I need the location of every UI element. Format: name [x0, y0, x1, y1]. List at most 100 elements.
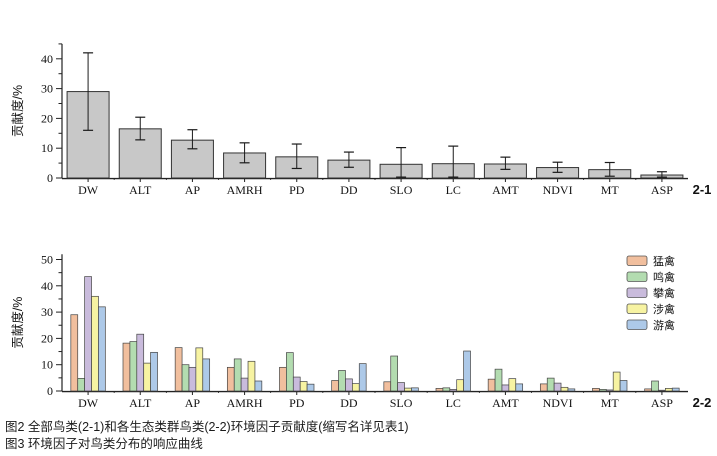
bar-ASP-涉禽 — [665, 388, 673, 392]
x-tick-label: DW — [78, 183, 99, 197]
bar-AP-攀禽 — [188, 366, 197, 392]
panel-2-1-chart: 0 10 20 30 40 DW ALT AP AMRH PD DD SLO LC AMT NDVI MT AS… — [10, 43, 712, 197]
y-tick-label: 40 — [41, 279, 53, 293]
x-tick-label: MT — [601, 396, 620, 410]
y-axis-title: 贡献度/% — [10, 297, 25, 349]
x-tick-label: AMRH — [227, 183, 263, 197]
y-axis-title: 贡献度/% — [10, 85, 25, 137]
x-tick-label: PD — [289, 183, 305, 197]
bar-AMT-鸣禽 — [494, 368, 503, 392]
panel-label: 2-2 — [693, 395, 712, 410]
caption-figure-2: 图2 全部鸟类(2-1)和各生态类群鸟类(2-2)环境因子贡献度(缩写名详见表1… — [5, 420, 409, 434]
bar-MT-猛禽 — [592, 388, 600, 392]
bar-MT-涉禽 — [612, 371, 621, 392]
y-tick-label: 20 — [41, 111, 53, 125]
bar-ALT-鸣禽 — [129, 341, 138, 392]
bar-ASP-攀禽 — [658, 389, 666, 392]
legend-label-攀禽: 攀禽 — [653, 286, 675, 300]
bar-AMRH-涉禽 — [247, 360, 256, 392]
legend-label-鸣禽: 鸣禽 — [653, 270, 675, 284]
panel-2-2-chart: 0 10 20 30 40 50 DW ALT AP AMRH PD DD SLO LC AMT NDVI MT… — [10, 253, 712, 411]
bar-SLO-攀禽 — [397, 382, 405, 392]
bar-AMT-猛禽 — [487, 378, 496, 392]
legend-label-涉禽: 涉禽 — [653, 302, 675, 316]
x-tick-label: DW — [78, 396, 99, 410]
bar-SLO-猛禽 — [383, 381, 392, 392]
y-tick-label: 0 — [47, 171, 53, 185]
panel-label: 2-1 — [693, 182, 712, 197]
bar-AMT-游禽 — [515, 383, 524, 392]
bar-ASP-游禽 — [671, 387, 680, 392]
legend-swatch-攀禽 — [626, 287, 648, 298]
x-tick-label: AP — [185, 183, 201, 197]
bar-DW-游禽 — [98, 306, 106, 392]
bar-NDVI-游禽 — [567, 388, 576, 392]
caption-figure-3: 图3 环境因子对鸟类分布的响应曲线 — [5, 437, 203, 451]
legend-label-猛禽: 猛禽 — [653, 254, 675, 268]
bar-LC-猛禽 — [435, 388, 444, 392]
y-tick-label: 30 — [41, 305, 53, 319]
legend-swatch-鸣禽 — [626, 271, 648, 282]
bar-DD-攀禽 — [345, 378, 353, 392]
x-tick-label: LC — [446, 183, 461, 197]
bar-MT-游禽 — [619, 380, 628, 392]
figure-captions: 图2 全部鸟类(2-1)和各生态类群鸟类(2-2)环境因子贡献度(缩写名详见表1… — [5, 420, 712, 454]
bar-DD-涉禽 — [352, 383, 360, 392]
bar-ALT-游禽 — [150, 351, 158, 392]
bar-AP-鸣禽 — [181, 364, 190, 392]
x-tick-label: AMT — [492, 396, 519, 410]
x-tick-label: ASP — [651, 183, 673, 197]
bar-MT-鸣禽 — [599, 389, 607, 392]
bar-ASP-鸣禽 — [651, 380, 659, 392]
x-tick-label: ASP — [651, 396, 673, 410]
bar-NDVI-鸣禽 — [546, 377, 555, 392]
x-tick-label: LC — [446, 396, 461, 410]
y-tick-label: 40 — [41, 52, 53, 66]
x-tick-label: DD — [340, 183, 358, 197]
bar-SLO-鸣禽 — [390, 355, 398, 392]
x-tick-label: AMT — [492, 183, 519, 197]
bar-PD-攀禽 — [292, 376, 301, 392]
x-tick-label: SLO — [390, 396, 413, 410]
legend-swatch-猛禽 — [626, 255, 648, 266]
bar-AMT-涉禽 — [508, 378, 517, 392]
x-tick-label: NDVI — [543, 396, 573, 410]
x-tick-label: PD — [289, 396, 305, 410]
x-tick-label: AP — [185, 396, 201, 410]
bar-NDVI-猛禽 — [539, 383, 548, 392]
x-tick-label: SLO — [390, 183, 413, 197]
bar-NDVI-攀禽 — [553, 382, 562, 392]
bar-LC-涉禽 — [456, 379, 464, 392]
bar-PD-游禽 — [306, 383, 315, 392]
bar-AMT-攀禽 — [501, 384, 510, 392]
legend-swatch-涉禽 — [626, 303, 648, 314]
bar-AP-游禽 — [202, 358, 211, 392]
bar-LC-鸣禽 — [442, 387, 451, 392]
bar-DW-猛禽 — [70, 314, 79, 392]
bar-AP-猛禽 — [174, 347, 183, 392]
y-tick-label: 20 — [41, 331, 53, 345]
bar-LC-攀禽 — [449, 389, 458, 392]
bar-PD-鸣禽 — [286, 352, 294, 392]
y-tick-label: 0 — [47, 384, 53, 398]
x-tick-label: ALT — [129, 183, 152, 197]
bar-ASP-猛禽 — [644, 388, 652, 392]
bar-DD-鸣禽 — [338, 370, 346, 392]
bar-LC-游禽 — [463, 350, 471, 392]
bar-DW-鸣禽 — [77, 378, 85, 392]
bar-AMRH-游禽 — [254, 380, 263, 392]
bar-SLO-游禽 — [411, 387, 419, 392]
bar-DD-猛禽 — [331, 380, 339, 392]
bar-PD-猛禽 — [279, 366, 287, 392]
bar-ALT-猛禽 — [122, 342, 131, 392]
bar-SLO-涉禽 — [404, 387, 412, 392]
bar-AP-涉禽 — [195, 347, 204, 392]
bar-DD-游禽 — [358, 363, 367, 392]
bar-MT-攀禽 — [605, 389, 614, 392]
legend-label-游禽: 游禽 — [653, 318, 675, 332]
y-tick-label: 30 — [41, 82, 53, 96]
bar-AMRH-鸣禽 — [233, 358, 242, 392]
x-tick-label: DD — [340, 396, 358, 410]
